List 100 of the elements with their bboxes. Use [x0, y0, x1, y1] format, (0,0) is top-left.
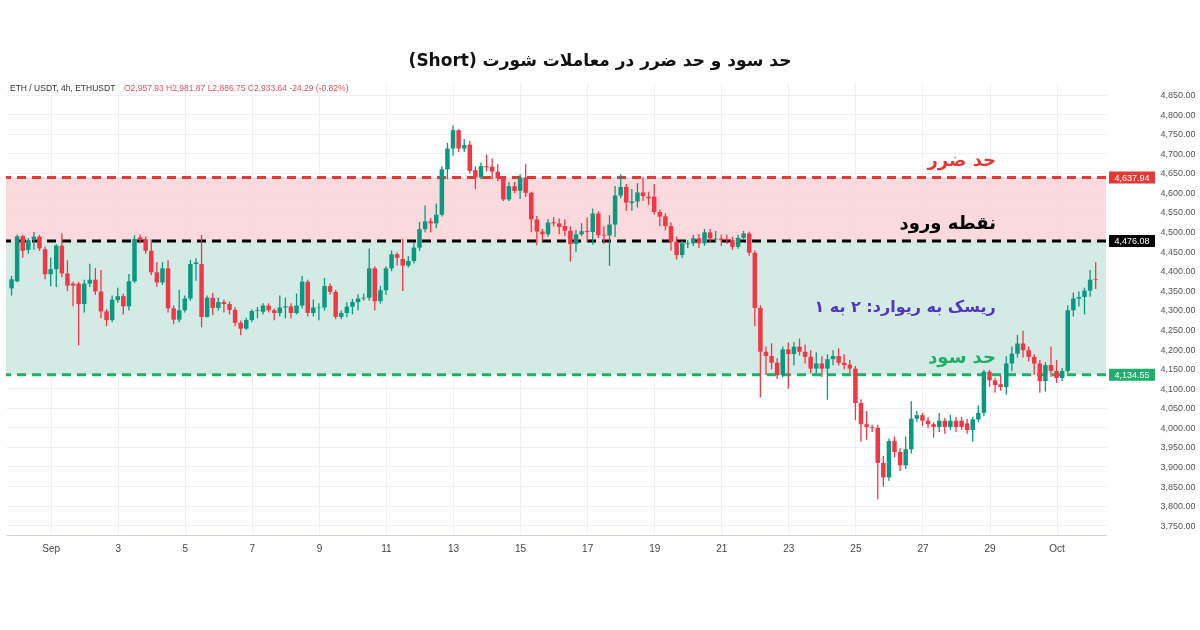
y-tick-label: 4,200.00	[1160, 344, 1196, 355]
x-tick-label: 9	[316, 542, 323, 554]
x-tick-label: 17	[582, 542, 594, 554]
candlestick	[607, 215, 612, 266]
candlestick	[808, 350, 813, 374]
y-tick-label: 3,800.00	[1160, 501, 1196, 512]
candlestick	[914, 411, 920, 423]
candlestick	[210, 292, 215, 316]
annotation: O2,957.93 H2,981.87 L2,886.75 C2,933.64 -24.29 (-0.82%)	[124, 83, 349, 93]
candlestick	[903, 436, 908, 470]
candlestick	[1009, 346, 1015, 372]
candlestick	[322, 277, 327, 311]
candlestick	[400, 238, 405, 291]
x-tick-label: 29	[984, 542, 997, 554]
x-tick-label: 5	[182, 542, 189, 554]
y-tick-label: 4,600.00	[1160, 187, 1196, 198]
candlestick	[1071, 292, 1076, 317]
candlestick	[970, 416, 975, 442]
candlestick	[445, 142, 450, 180]
y-tick-label: 4,550.00	[1160, 207, 1196, 218]
candlestick	[1054, 360, 1059, 383]
y-tick-label: 4,500.00	[1160, 227, 1196, 238]
candlestick	[786, 342, 791, 389]
y-tick-label: 4,000.00	[1160, 422, 1196, 433]
candlestick	[534, 216, 540, 246]
x-tick-label: 11	[381, 542, 393, 554]
candlestick	[624, 183, 629, 211]
candlestick	[640, 177, 646, 201]
candlestick	[769, 343, 774, 370]
x-tick-label: 21	[716, 542, 728, 554]
x-tick-label: 3	[115, 542, 122, 554]
candlestick	[1087, 270, 1093, 297]
candlestick	[707, 228, 713, 242]
y-tick-label: 4,450.00	[1160, 246, 1196, 257]
ref-line-label: نقطه ورود	[899, 211, 996, 234]
candlestick	[596, 211, 601, 239]
text: 4,637.94	[1114, 172, 1150, 183]
y-tick-label: 3,900.00	[1160, 461, 1196, 472]
candlestick	[54, 244, 59, 288]
text: 4,134.55	[1114, 369, 1150, 380]
candlestick	[523, 164, 528, 197]
candlestick	[434, 203, 439, 229]
x-tick-label: 7	[249, 542, 256, 554]
x-tick-label: 23	[783, 542, 795, 554]
candlestick	[568, 226, 573, 262]
y-tick-label: 4,300.00	[1160, 305, 1196, 316]
candlestick	[456, 129, 461, 152]
text: 4,476.08	[1114, 235, 1150, 246]
candlestick	[573, 229, 579, 252]
annotation: ETH / USDT, 4h, ETHUSDT	[10, 83, 116, 93]
y-tick-label: 4,750.00	[1160, 129, 1196, 140]
y-tick-label: 4,150.00	[1160, 364, 1196, 375]
candlestick	[892, 436, 897, 458]
candlestick	[93, 268, 98, 295]
candlestick	[327, 283, 333, 295]
candlestick	[618, 174, 623, 199]
ref-line-label: حد سود	[928, 345, 996, 368]
annotation: ریسک به ریوارد: ۲ به ۱	[814, 297, 996, 316]
candlestick	[1082, 287, 1087, 315]
y-tick-label: 4,050.00	[1160, 403, 1196, 414]
candlestick	[1048, 346, 1054, 378]
candlestick	[149, 239, 154, 276]
x-tick-label: 27	[917, 542, 929, 554]
candlestick	[160, 262, 165, 286]
y-tick-label: 4,850.00	[1160, 90, 1196, 101]
y-tick-label: 4,350.00	[1160, 285, 1196, 296]
chart-title: حد سود و حد ضرر در معاملات شورت (Short)	[408, 50, 792, 71]
x-tick-label: 19	[649, 542, 661, 554]
candlestick	[417, 221, 422, 252]
y-tick-label: 3,850.00	[1160, 481, 1196, 492]
candlestick	[121, 293, 126, 315]
x-tick-label: 25	[850, 542, 862, 554]
candlestick	[422, 205, 428, 233]
candlestick	[629, 189, 635, 211]
candlestick	[176, 289, 182, 323]
candlestick	[20, 234, 25, 258]
candlestick	[825, 354, 830, 400]
candlestick	[1076, 291, 1082, 307]
candlestick	[635, 183, 640, 208]
candlestick	[590, 208, 595, 245]
candlestick	[1031, 354, 1037, 376]
candlestick	[674, 236, 679, 260]
candlestick	[48, 257, 53, 287]
y-tick-label: 3,750.00	[1160, 520, 1196, 531]
x-tick-label: Sep	[42, 542, 61, 554]
y-tick-label: 4,250.00	[1160, 324, 1196, 335]
candlestick	[501, 176, 506, 201]
y-tick-label: 4,650.00	[1160, 168, 1196, 179]
candlestick	[881, 456, 886, 487]
candlestick	[283, 297, 288, 319]
candlestick	[1093, 262, 1098, 289]
candlestick	[450, 125, 456, 156]
candlestick	[1015, 334, 1020, 358]
y-tick-label: 4,100.00	[1160, 383, 1196, 394]
x-tick-label: 15	[515, 542, 527, 554]
y-tick-label: 4,700.00	[1160, 148, 1196, 159]
candlestick	[193, 258, 199, 281]
y-tick-label: 3,950.00	[1160, 442, 1196, 453]
candlestick	[668, 222, 674, 251]
candlestick	[299, 275, 305, 309]
